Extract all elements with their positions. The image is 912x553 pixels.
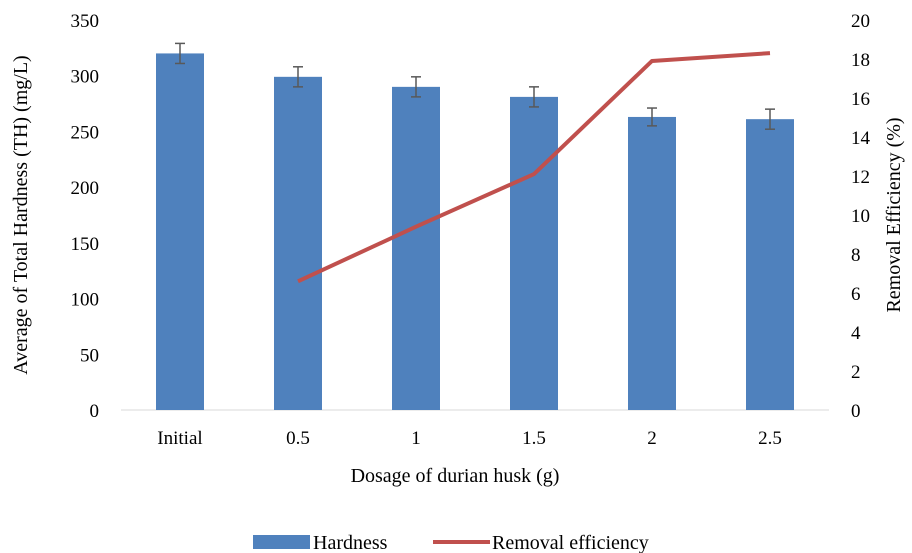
y2-tick-label-5: 10 (851, 206, 870, 227)
legend-label-hardness: Hardness (313, 532, 388, 553)
bar-hardness-3 (510, 96, 558, 410)
bar-hardness-2 (392, 86, 440, 410)
y2-tick-label-9: 18 (851, 50, 870, 71)
x-tick-label-2: 1 (411, 428, 421, 449)
bars-group (156, 53, 794, 411)
line-series-group (297, 51, 771, 284)
y2-tick-label-6: 12 (851, 167, 870, 188)
y2-tick-label-8: 16 (851, 89, 870, 110)
y-tick-label-3: 150 (71, 234, 100, 255)
x-tick-label-1: 0.5 (286, 428, 310, 449)
y-tick-label-5: 250 (71, 122, 100, 143)
y2-tick-label-1: 2 (851, 362, 861, 383)
y-tick-label-2: 100 (71, 290, 100, 311)
legend: Hardness Removal efficiency (253, 532, 649, 553)
line-removal-efficiency (297, 51, 771, 284)
x-tick-label-4: 2 (647, 428, 657, 449)
y-tick-label-6: 300 (71, 67, 100, 88)
y2-axis-title: Removal Efficiency (%) (883, 117, 905, 312)
error-bars-group (175, 42, 775, 130)
x-tick-label-5: 2.5 (758, 428, 782, 449)
x-tick-label-0: Initial (157, 428, 202, 449)
bar-hardness-4 (628, 116, 676, 410)
x-axis-title: Dosage of durian husk (g) (351, 465, 560, 487)
y2-tick-label-0: 0 (851, 401, 861, 422)
y-axis-title: Average of Total Hardness (TH) (mg/L) (10, 55, 32, 374)
x-tick-label-3: 1.5 (522, 428, 546, 449)
y-tick-label-1: 50 (80, 345, 99, 366)
bar-hardness-0 (156, 53, 204, 411)
y-tick-label-4: 200 (71, 178, 100, 199)
y2-tick-label-7: 14 (851, 128, 871, 149)
y-tick-label-0: 0 (90, 401, 100, 422)
bar-hardness-5 (746, 119, 794, 411)
y-tick-label-7: 350 (71, 11, 100, 32)
legend-swatch-hardness (253, 535, 310, 549)
y2-tick-label-10: 20 (851, 11, 870, 32)
legend-label-removal-efficiency: Removal efficiency (492, 532, 649, 553)
tick-labels-group: 05010015020025030035002468101214161820In… (71, 11, 871, 449)
y2-tick-label-3: 6 (851, 284, 861, 305)
y2-tick-label-4: 8 (851, 245, 861, 266)
bar-hardness-1 (274, 76, 322, 410)
y2-tick-label-2: 4 (851, 323, 861, 344)
